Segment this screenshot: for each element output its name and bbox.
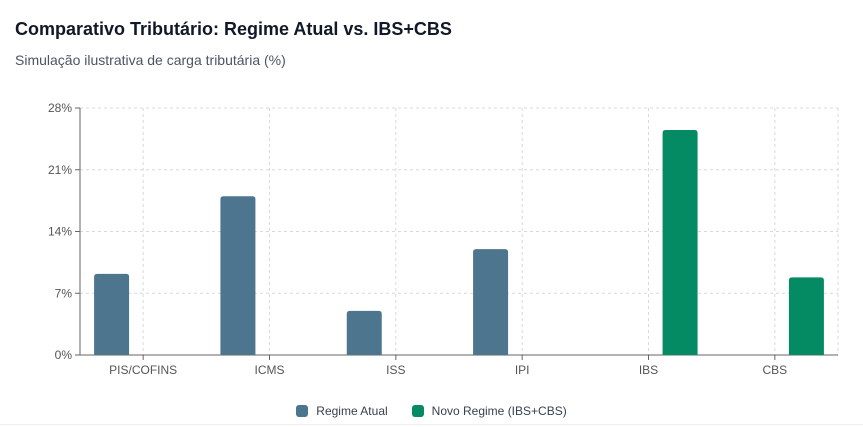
bottom-divider: [0, 424, 863, 425]
bar-regime-atual-icms: [220, 196, 256, 355]
bar-regime-atual-iss: [346, 310, 382, 355]
legend-swatch-regime-atual: [296, 405, 309, 417]
chart-title: Comparativo Tributário: Regime Atual vs.…: [15, 19, 452, 39]
bar-regime-atual-pis-cofins: [94, 273, 130, 355]
x-tick-label: CBS: [762, 363, 787, 377]
y-tick-label: 7%: [55, 286, 73, 300]
x-tick-label: IBS: [639, 363, 658, 377]
legend-label-regime-atual: Regime Atual: [316, 404, 388, 418]
y-tick-label: 14%: [48, 225, 72, 239]
x-tick-label: ICMS: [255, 363, 285, 377]
x-tick-label: IPI: [515, 363, 530, 377]
bar-regime-atual-ipi: [473, 249, 509, 355]
x-tick-label: PIS/COFINS: [109, 363, 177, 377]
legend-label-novo-regime: Novo Regime (IBS+CBS): [431, 404, 567, 418]
legend-item-regime-atual[interactable]: Regime Atual: [296, 404, 388, 418]
legend-item-novo-regime[interactable]: Novo Regime (IBS+CBS): [411, 404, 567, 418]
y-tick-label: 0%: [55, 348, 73, 362]
bar-novo-regime-ibs: [662, 130, 698, 355]
bar-novo-regime-cbs: [788, 277, 824, 355]
chart-subtitle: Simulação ilustrativa de carga tributári…: [15, 52, 286, 68]
y-tick-label: 28%: [48, 101, 72, 115]
chart-legend: Regime Atual Novo Regime (IBS+CBS): [0, 404, 863, 418]
y-tick-label: 21%: [48, 163, 72, 177]
bar-chart: 0% 7% 14% 21% 28% PIS/COFINS ICMS ISS IPI IBS CBS: [48, 101, 839, 377]
legend-swatch-novo-regime: [411, 405, 424, 417]
x-tick-label: ISS: [386, 363, 405, 377]
